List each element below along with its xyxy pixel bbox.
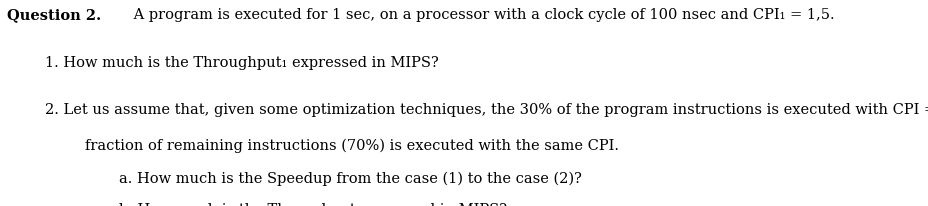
Text: fraction of remaining instructions (70%) is executed with the same CPI.: fraction of remaining instructions (70%)… — [85, 138, 619, 152]
Text: b. How much is the Throughput expressed in MIPS?: b. How much is the Throughput expressed … — [119, 202, 507, 206]
Text: 1. How much is the Throughput₁ expressed in MIPS?: 1. How much is the Throughput₁ expressed… — [45, 56, 438, 70]
Text: Question 2.: Question 2. — [7, 8, 101, 22]
Text: 2. Let us assume that, given some optimization techniques, the 30% of the progra: 2. Let us assume that, given some optimi… — [45, 103, 928, 117]
Text: A program is executed for 1 sec, on a processor with a clock cycle of 100 nsec a: A program is executed for 1 sec, on a pr… — [129, 8, 833, 22]
Text: a. How much is the Speedup from the case (1) to the case (2)?: a. How much is the Speedup from the case… — [119, 171, 581, 185]
